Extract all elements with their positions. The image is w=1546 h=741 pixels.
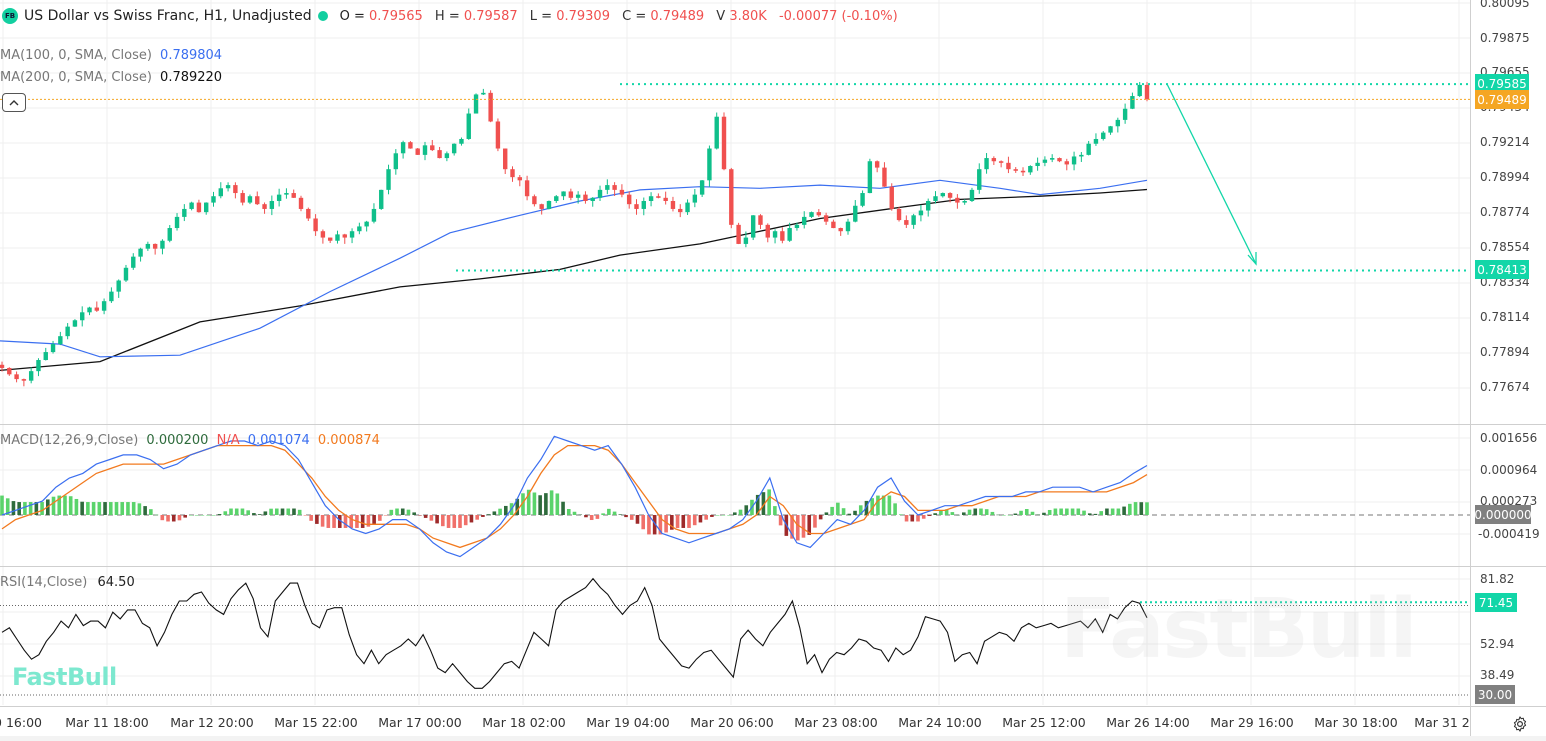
- ohlc-readout: O = 0.79565 H = 0.79587 L = 0.79309 C = …: [340, 9, 898, 24]
- time-tick: Mar 11 18:00: [65, 715, 149, 730]
- fastbull-watermark: FastBull: [1060, 582, 1418, 677]
- open-value: 0.79565: [369, 8, 423, 24]
- macd-signal-value: 0.000874: [317, 433, 380, 448]
- macd-tick: 0.001656: [1480, 431, 1538, 445]
- time-tick: Mar 29 16:00: [1210, 715, 1294, 730]
- macd-tick: -0.000419: [1478, 527, 1540, 541]
- chart-header: FB US Dollar vs Swiss Franc, H1, Unadjus…: [2, 8, 898, 24]
- drawing-overlays: [0, 83, 1470, 272]
- high-value: 0.79587: [463, 8, 518, 24]
- time-tick: 0 16:00: [0, 715, 42, 730]
- close-value: 0.79489: [650, 8, 705, 24]
- time-tick: Mar 25 12:00: [1002, 715, 1086, 730]
- time-tick: Mar 30 18:00: [1314, 715, 1398, 730]
- price-tick: 0.78774: [1480, 205, 1530, 219]
- collapse-legend-button[interactable]: [2, 93, 26, 112]
- macd-legend[interactable]: MACD(12,26,9,Close) 0.000200 N/A 0.00107…: [0, 433, 380, 448]
- price-tick: 0.80095: [1480, 0, 1530, 10]
- low-value: 0.79309: [556, 8, 610, 24]
- rsi-oversold-tag: 30.00: [1475, 685, 1515, 704]
- price-tick: 0.79214: [1480, 135, 1530, 149]
- rsi-value: 64.50: [97, 575, 135, 590]
- ma200-label: MA(200, 0, SMA, Close): [0, 70, 152, 85]
- chevron-up-icon: [9, 99, 19, 105]
- symbol-title: US Dollar vs Swiss Franc, H1, Unadjusted: [24, 8, 312, 24]
- ma100-value: 0.789804: [160, 48, 223, 63]
- price-tick: 0.79875: [1480, 31, 1530, 45]
- macd-line-value: 0.001074: [247, 433, 310, 448]
- market-status-icon: [317, 11, 328, 21]
- rsi-panel: [0, 577, 1470, 696]
- volume-label: V: [716, 8, 726, 24]
- time-tick: Mar 15 22:00: [274, 715, 358, 730]
- last-price-tag: 0.79489: [1475, 90, 1529, 109]
- time-tick: Mar 20 06:00: [690, 715, 774, 730]
- macd-tick: 0.000964: [1480, 463, 1538, 477]
- macd-panel: [0, 435, 1470, 558]
- volume-value: 3.80K: [729, 8, 767, 24]
- time-tick: Mar 24 10:00: [898, 715, 982, 730]
- price-tick: 0.77674: [1480, 380, 1530, 394]
- macd-label: MACD(12,26,9,Close): [0, 433, 139, 448]
- resistance-price-tag: 0.79585: [1475, 74, 1529, 93]
- fastbull-badge-icon: FB: [2, 8, 18, 24]
- rsi-value-tag: 71.45: [1475, 593, 1517, 612]
- time-tick: Mar 31 2: [1414, 715, 1470, 730]
- macd-histogram-value: 0.000200: [146, 433, 209, 448]
- ma100-label: MA(100, 0, SMA, Close): [0, 48, 152, 63]
- price-tick: 0.78554: [1480, 240, 1530, 254]
- open-label: O =: [339, 8, 365, 24]
- ma200-value: 0.789220: [160, 70, 223, 85]
- low-label: L =: [529, 8, 553, 24]
- candlesticks: [0, 81, 1150, 387]
- macd-tick: 0.000273: [1480, 494, 1538, 508]
- time-tick: Mar 12 20:00: [170, 715, 254, 730]
- moving-average-lines: [0, 179, 1148, 372]
- rsi-tick: 52.94: [1480, 637, 1515, 651]
- rsi-label: RSI(14,Close): [0, 575, 88, 590]
- ma200-legend[interactable]: MA(200, 0, SMA, Close) 0.789220: [0, 70, 222, 85]
- fastbull-logo: FastBull: [12, 663, 117, 691]
- time-tick: Mar 18 02:00: [482, 715, 566, 730]
- price-tick: 0.78114: [1480, 310, 1530, 324]
- high-label: H =: [434, 8, 460, 24]
- time-tick: Mar 23 08:00: [794, 715, 878, 730]
- price-tick: 0.77894: [1480, 345, 1530, 359]
- rsi-tick: 38.49: [1480, 668, 1515, 682]
- time-tick: Mar 19 04:00: [586, 715, 670, 730]
- rsi-legend[interactable]: RSI(14,Close) 64.50: [0, 575, 135, 590]
- price-tick: 0.78994: [1480, 170, 1530, 184]
- grid-lines: [0, 0, 1470, 705]
- settings-gear-icon[interactable]: [1511, 715, 1529, 733]
- close-label: C =: [622, 8, 647, 24]
- macd-na-value: N/A: [216, 433, 240, 448]
- support-price-tag: 0.78413: [1475, 260, 1529, 279]
- time-tick: Mar 17 00:00: [378, 715, 462, 730]
- macd-zero-tag: 0.000000: [1474, 505, 1532, 524]
- time-tick: Mar 26 14:00: [1106, 715, 1190, 730]
- ma100-legend[interactable]: MA(100, 0, SMA, Close) 0.789804: [0, 48, 222, 63]
- price-change: -0.00077 (-0.10%): [778, 8, 898, 24]
- rsi-tick: 81.82: [1480, 572, 1515, 586]
